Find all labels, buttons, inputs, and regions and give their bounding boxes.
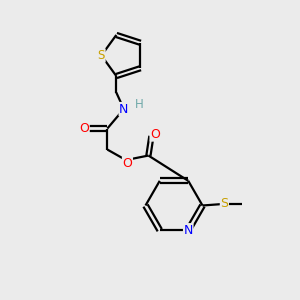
Text: S: S: [98, 49, 105, 62]
Text: H: H: [135, 98, 144, 111]
Text: N: N: [119, 103, 128, 116]
Text: O: O: [79, 122, 89, 135]
Text: O: O: [122, 157, 132, 169]
Text: N: N: [184, 224, 193, 237]
Text: S: S: [220, 197, 228, 210]
Text: O: O: [150, 128, 160, 141]
